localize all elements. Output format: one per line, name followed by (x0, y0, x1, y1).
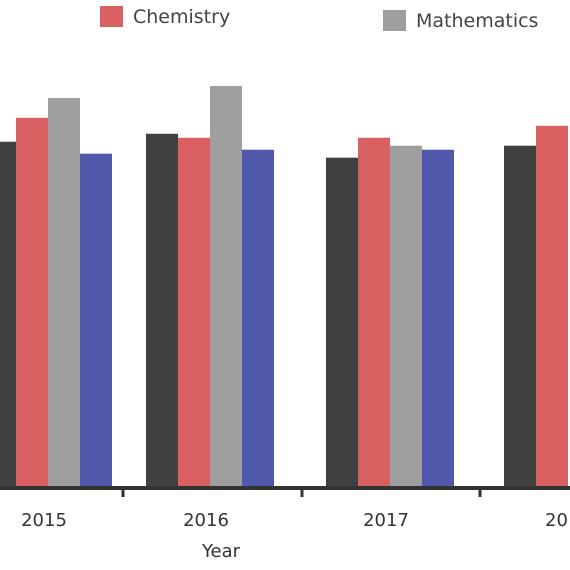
x-tick-label-2016: 2016 (183, 510, 229, 531)
legend-label-chemistry: Chemistry (133, 6, 230, 28)
x-axis-title: Year (201, 541, 241, 562)
legend-label-mathematics: Mathematics (416, 10, 538, 32)
legend: Chemistry Mathematics (100, 6, 538, 32)
bar-series-4-2015 (80, 153, 112, 488)
bar-chemistry-2017 (358, 137, 390, 488)
bar-mathematics-2015 (48, 97, 80, 489)
bar-series-1-2016 (146, 133, 178, 488)
bar-mathematics-2016 (210, 86, 242, 489)
bar-chemistry-2015 (16, 117, 48, 489)
x-tick-label-2017: 2017 (363, 510, 409, 531)
bar-mathematics-2017 (390, 145, 422, 488)
x-axis: 2015 2016 2017 20 (0, 486, 570, 531)
bar-series-1-2017 (326, 157, 358, 488)
bar-chemistry-2016 (178, 137, 210, 488)
x-tick-label-2015: 2015 (21, 510, 67, 531)
bar-series-1-2015 (0, 141, 16, 489)
bars-layer (0, 86, 568, 489)
legend-swatch-mathematics (383, 10, 406, 31)
bar-series-1-2018 (504, 145, 536, 488)
x-tick-label-2018: 20 (545, 510, 568, 531)
legend-swatch-chemistry (100, 6, 123, 27)
bar-series-4-2017 (422, 149, 454, 488)
bar-series-4-2016 (242, 149, 274, 488)
bar-chemistry-2018 (536, 125, 568, 488)
